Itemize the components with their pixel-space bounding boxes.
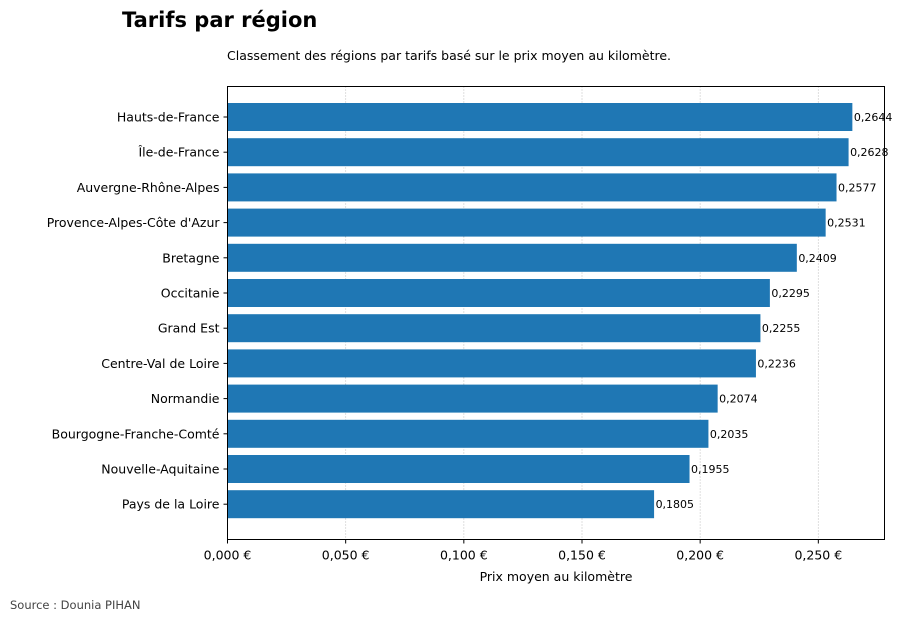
data-label: 0,2577 — [838, 181, 877, 194]
bar — [227, 490, 655, 519]
data-label: 0,2644 — [854, 111, 893, 124]
x-tick-label: 0,050 € — [322, 548, 370, 563]
y-tick-label: Provence-Alpes-Côte d'Azur — [47, 215, 221, 230]
y-tick-label: Bretagne — [162, 250, 220, 265]
x-axis-label: Prix moyen au kilomètre — [480, 569, 633, 584]
bar — [227, 279, 770, 307]
axis-layer: 0,000 € 0,050 € 0,100 € 0,150 € 0,200 € 0,250… — [204, 116, 842, 563]
y-tick-label: Pays de la Loire — [122, 497, 220, 512]
y-tick-label: Île-de-France — [137, 145, 219, 160]
bar-layer — [227, 103, 853, 519]
bar — [227, 173, 837, 202]
x-tick-label: 0,100 € — [440, 548, 488, 563]
y-tick-label: Centre-Val de Loire — [101, 356, 220, 371]
bar — [227, 349, 756, 378]
data-label: 0,2035 — [710, 428, 749, 441]
data-label: 0,2531 — [827, 217, 866, 230]
data-label: 0,1955 — [691, 463, 730, 476]
y-tick-label: Grand Est — [158, 321, 220, 336]
y-tick-label: Occitanie — [161, 286, 220, 301]
data-label: 0,2255 — [762, 322, 801, 335]
data-label: 0,2628 — [850, 146, 889, 159]
data-label: 0,2236 — [757, 357, 796, 370]
x-tick-label: 0,200 € — [676, 548, 724, 563]
x-tick-label: 0,250 € — [794, 548, 842, 563]
y-tick-label: Bourgogne-Franche-Comté — [52, 426, 220, 441]
y-tick-label: Hauts-de-France — [117, 110, 220, 125]
x-tick-label: 0,150 € — [558, 548, 606, 563]
data-label: 0,2295 — [771, 287, 810, 300]
bar — [227, 384, 718, 413]
bar — [227, 455, 690, 483]
chart-title: Tarifs par région — [122, 8, 318, 32]
y-tick-label: Auvergne-Rhône-Alpes — [77, 180, 220, 195]
bar — [227, 419, 709, 448]
y-tick-label: Normandie — [151, 391, 220, 406]
data-label: 0,1805 — [656, 498, 695, 511]
bar — [227, 243, 797, 272]
chart-subtitle: Classement des régions par tarifs basé s… — [227, 48, 672, 63]
bar — [227, 314, 761, 343]
x-tick-label: 0,000 € — [204, 548, 252, 563]
y-tick-label: Nouvelle-Aquitaine — [101, 462, 219, 477]
label-layer: Hauts-de-France 0,2644 Île-de-France 0,2628… — [47, 110, 893, 512]
plot-frame — [227, 86, 885, 540]
source-note: Source : Dounia PIHAN — [10, 598, 141, 612]
bar — [227, 103, 853, 131]
data-label: 0,2074 — [719, 393, 758, 406]
bar — [227, 208, 826, 237]
bar — [227, 138, 849, 167]
data-label: 0,2409 — [798, 252, 837, 265]
